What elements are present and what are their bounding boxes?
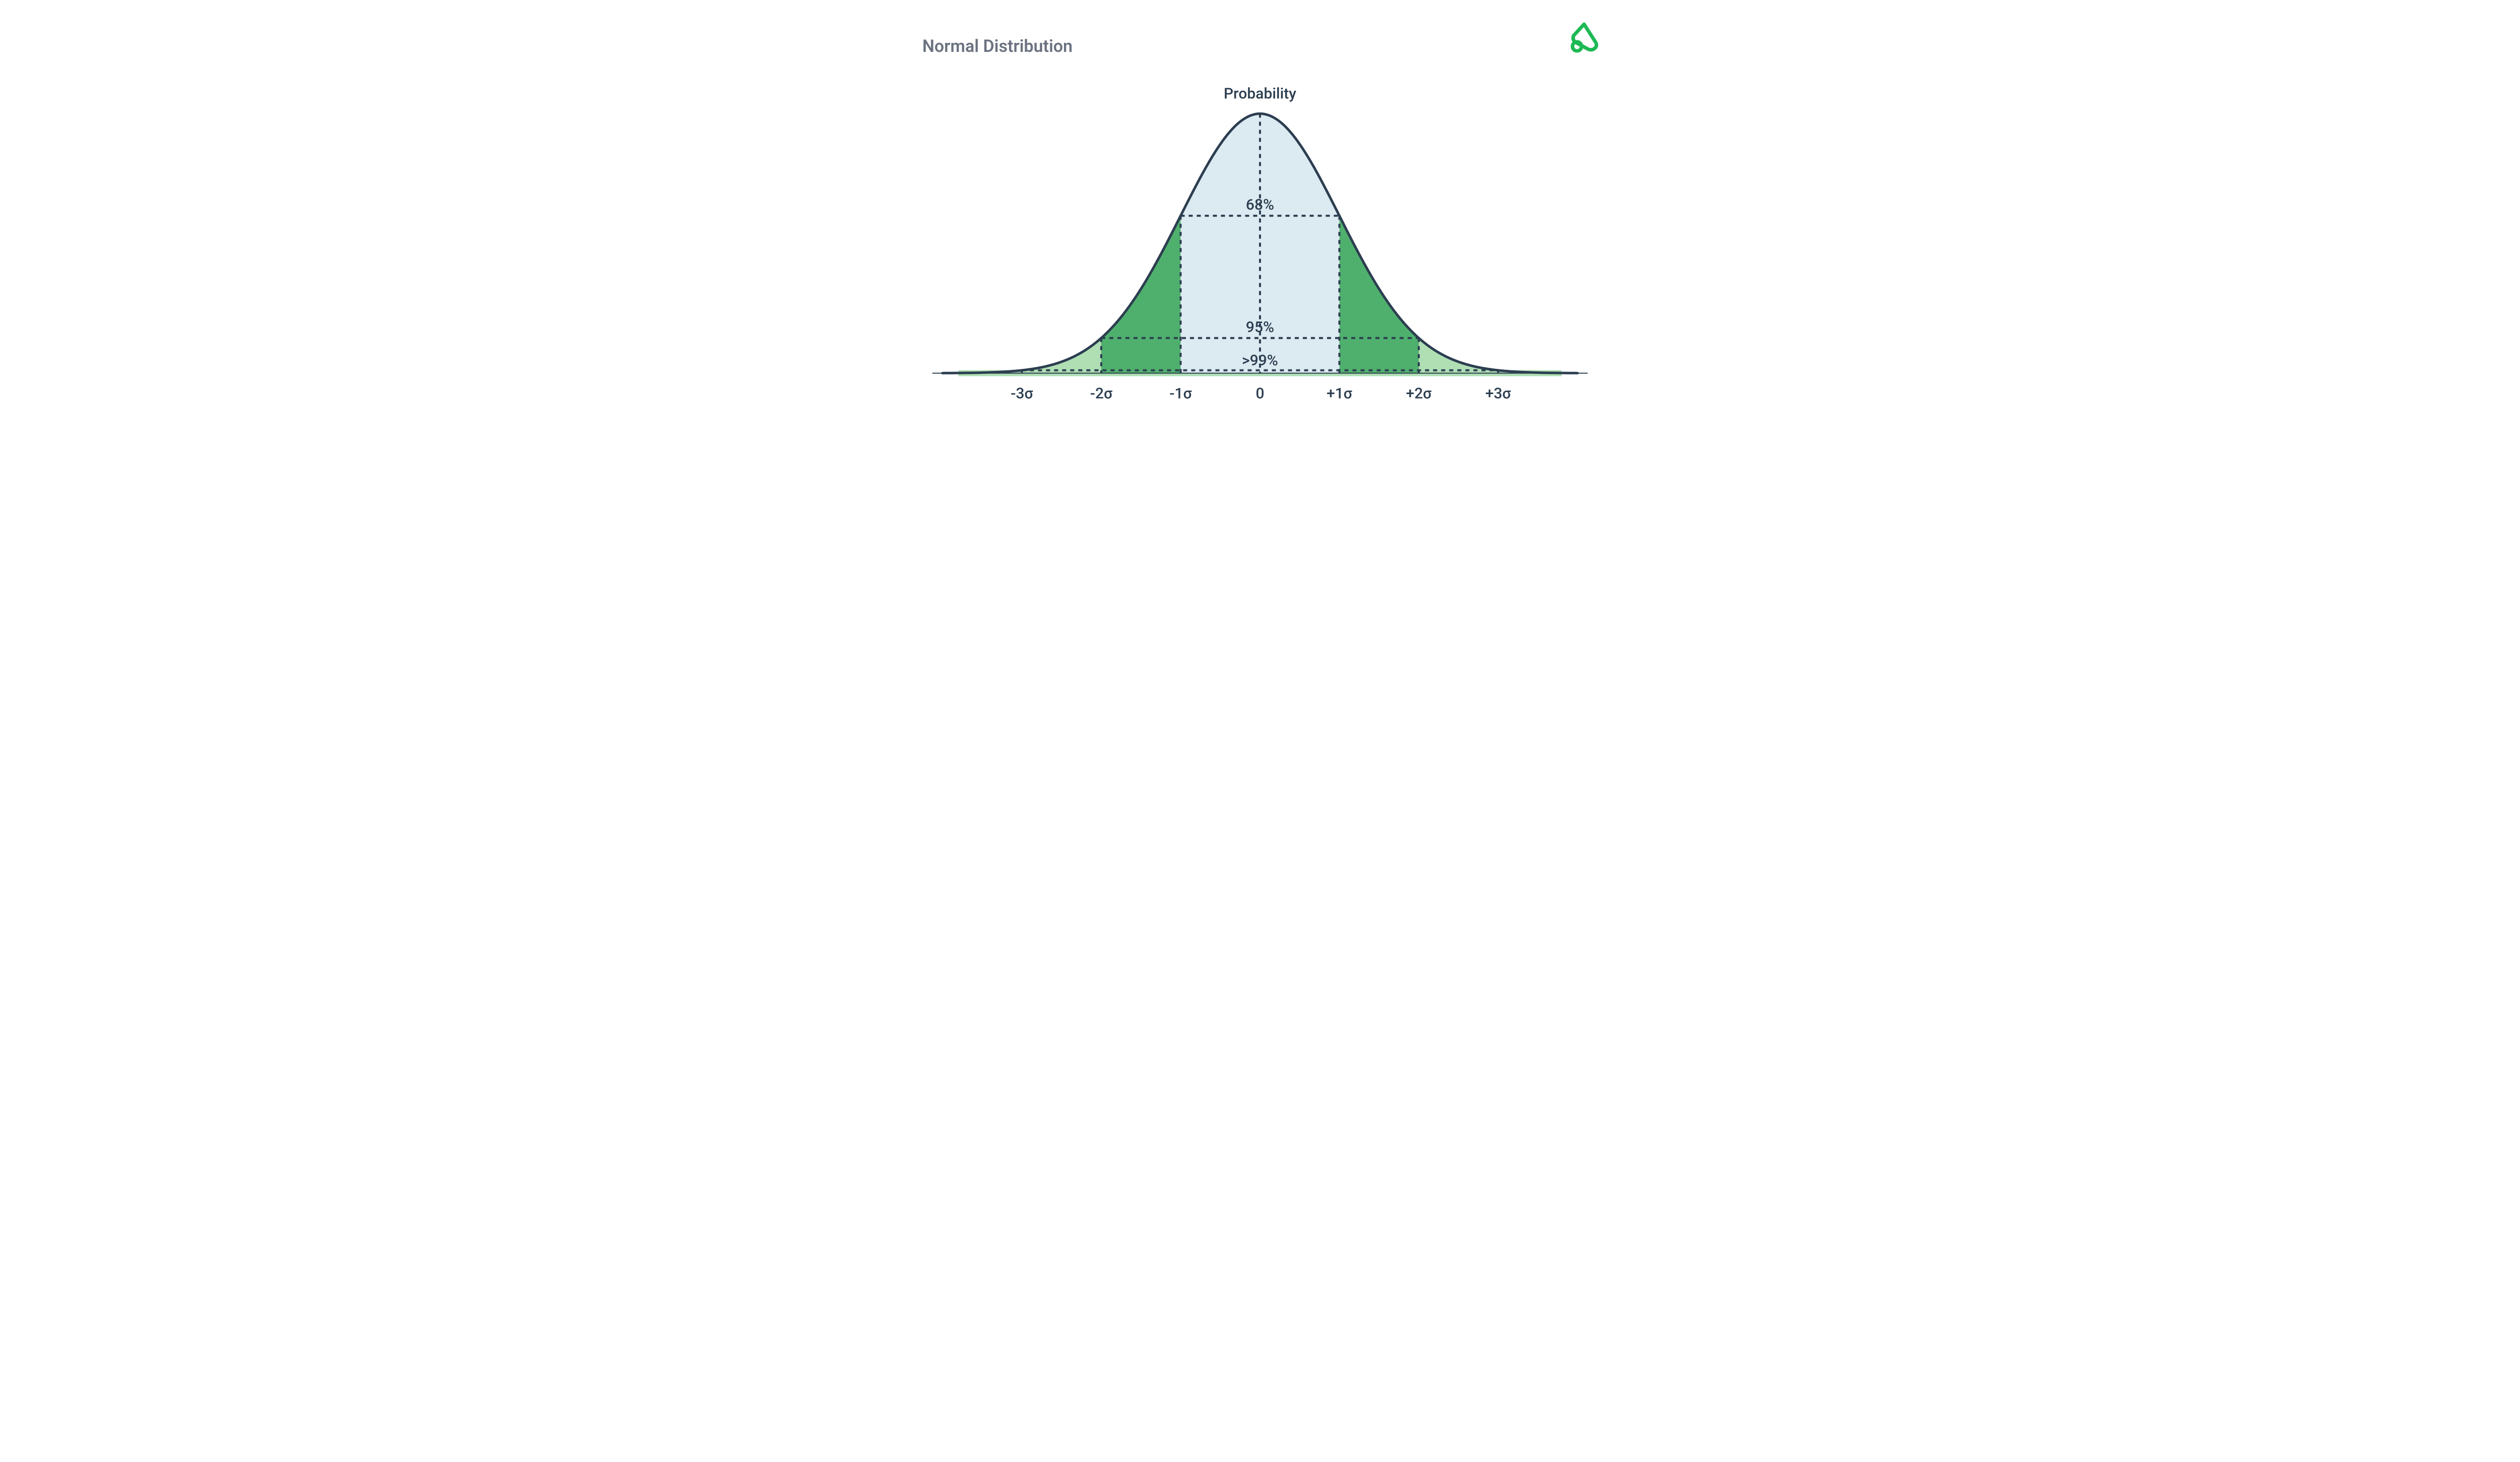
- x-tick-6: +3σ: [1485, 385, 1511, 402]
- x-tick-1: -2σ: [1090, 385, 1112, 402]
- x-tick-3: 0: [1255, 385, 1264, 402]
- chart-title: Normal Distribution: [922, 36, 1073, 56]
- pct-68: 68%: [1246, 196, 1274, 214]
- y-axis-label: Probability: [1224, 85, 1296, 103]
- brand-logo-icon: [1566, 21, 1602, 56]
- x-tick-4: +1σ: [1327, 385, 1352, 402]
- pct-99: >99%: [1242, 352, 1278, 369]
- pct-95: 95%: [1246, 319, 1274, 336]
- x-tick-2: -1σ: [1169, 385, 1191, 402]
- x-tick-5: +2σ: [1406, 385, 1432, 402]
- x-tick-0: -3σ: [1011, 385, 1033, 402]
- chart-svg: Probability 68% 95% >99% -3σ -2σ -1σ 0 +1σ +2σ +3σ: [922, 78, 1598, 401]
- normal-distribution-chart: Probability 68% 95% >99% -3σ -2σ -1σ 0 +1σ +2σ +3σ: [922, 78, 1598, 401]
